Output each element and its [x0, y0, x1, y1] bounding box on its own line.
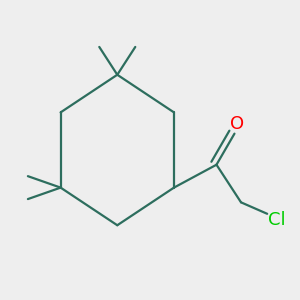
Text: O: O: [230, 116, 244, 134]
Text: Cl: Cl: [268, 211, 285, 229]
